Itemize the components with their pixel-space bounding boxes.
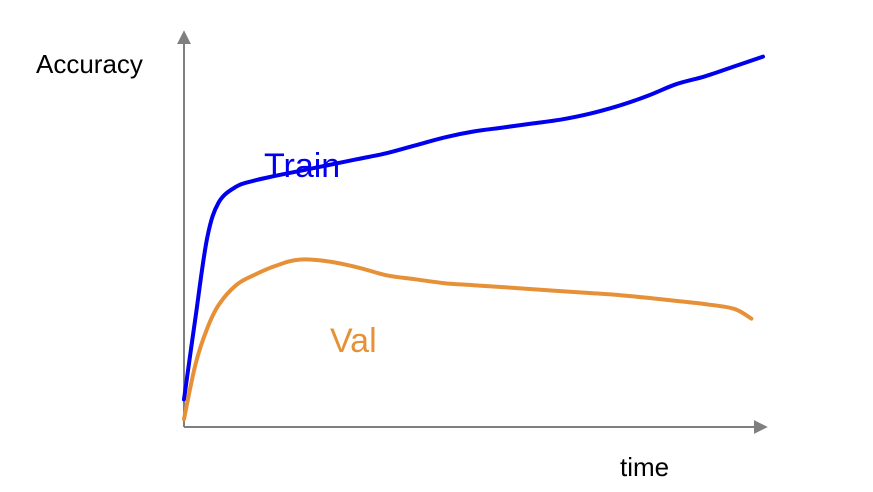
x-axis-label: time <box>620 452 669 482</box>
train-series-label: Train <box>264 147 340 185</box>
val-series-line <box>182 257 754 422</box>
val-series-label: Val <box>330 322 377 360</box>
train-series-line <box>182 54 765 402</box>
y-axis-label: Accuracy <box>36 49 143 79</box>
